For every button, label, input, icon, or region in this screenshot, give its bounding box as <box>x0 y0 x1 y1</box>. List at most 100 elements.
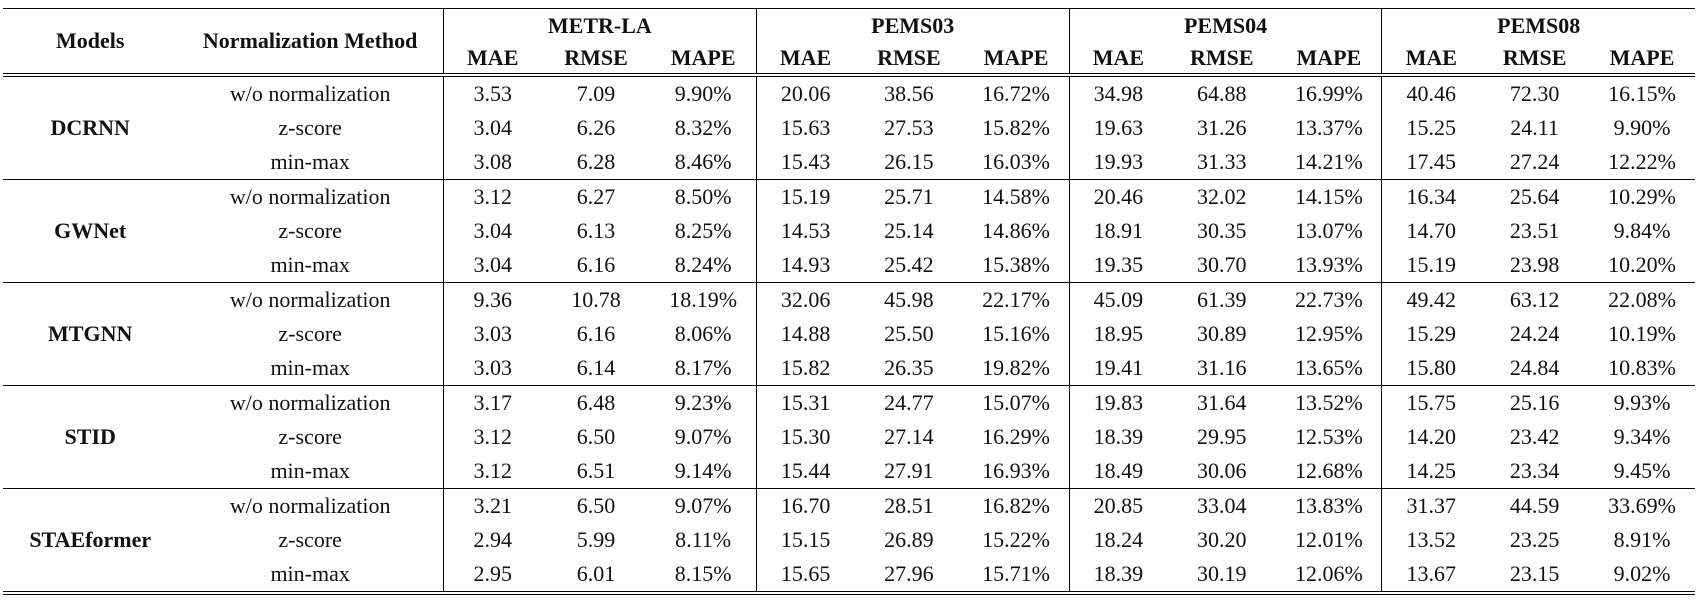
metric-value: 6.14 <box>576 355 616 380</box>
table-row: z-score 2.94 5.99 8.11% 15.15 26.89 15.22% 18.2… <box>3 523 1695 557</box>
metric-value: 15.65 <box>755 557 855 593</box>
metric-value: 26.35 <box>884 355 934 380</box>
table-row: min-max 3.03 6.14 8.17% 15.82 26.35 19.82% 19.4… <box>3 351 1695 386</box>
metric-value: 24.11 <box>1510 115 1559 140</box>
metric-value: 16.03% <box>982 149 1050 174</box>
metric-value: 31.64 <box>1167 385 1277 420</box>
table-row: STAEformer w/o normalization 3.21 6.50 9.07%… <box>3 488 1695 595</box>
metric-value: 8.11% <box>675 527 732 552</box>
table-row: STID w/o normalization 3.17 6.48 9.23% 15.31 2… <box>3 385 1695 489</box>
metric-value: 28.51 <box>854 488 964 523</box>
metric-value: 14.25 <box>1381 454 1481 489</box>
metric-value: 31.16 <box>1196 355 1247 380</box>
metric-value: 15.80 <box>1381 351 1481 386</box>
metric-value: 8.50% <box>650 179 757 214</box>
normalization-method: w/o normalization <box>177 488 444 523</box>
metric-value: 16.29% <box>982 424 1050 449</box>
model-name: STAEformer <box>3 488 178 595</box>
metric-value: 20.06 <box>755 75 855 111</box>
model-name: STID <box>3 385 178 489</box>
normalization-method: w/o normalization <box>229 81 391 106</box>
metric-value: 3.03 <box>442 351 542 386</box>
normalization-method: z-score <box>278 321 342 346</box>
metric-value: 15.07% <box>963 385 1070 420</box>
metric-value: 29.95 <box>1196 424 1247 449</box>
metric-value: 12.01% <box>1294 527 1363 552</box>
metric-value: 12.68% <box>1294 458 1363 483</box>
table-row: min-max 3.08 6.28 8.46% 15.43 26.15 16.03% 19.9… <box>3 145 1695 180</box>
metric-value: 12.06% <box>1294 561 1363 586</box>
dataset-header-metr-la: METR-LA <box>442 8 757 43</box>
metric-value: 15.82% <box>982 115 1050 140</box>
table-row: min-max 2.95 6.01 8.15% 15.65 27.96 15.71% 18.3… <box>3 557 1695 593</box>
metric-value: 15.19 <box>1381 248 1481 283</box>
metric-value: 3.53 <box>442 75 542 111</box>
metric-value: 23.42 <box>1509 424 1560 449</box>
metric-value: 15.22% <box>982 527 1050 552</box>
normalization-method: min-max <box>270 458 350 483</box>
metric-value: 18.39 <box>1068 420 1168 454</box>
metric-value: 3.17 <box>442 385 542 420</box>
header-row-metrics: MAE RMSE MAPE MAE RMSE MAPE MAE RMSE MAPE MAE RMSE… <box>3 43 1695 75</box>
metric-value: 16.93% <box>982 458 1050 483</box>
metric-value: 31.37 <box>1381 488 1481 523</box>
metric-value: 14.53 <box>755 214 855 248</box>
metric-value: 6.13 <box>576 218 616 243</box>
metric-header-mape: MAPE <box>1609 45 1675 70</box>
metric-header-mae: MAE <box>755 43 855 75</box>
metric-value: 15.44 <box>755 454 855 489</box>
metric-value: 9.02% <box>1613 561 1671 586</box>
metric-value: 15.31 <box>755 385 855 420</box>
metric-value: 12.22% <box>1608 149 1676 174</box>
metric-value: 18.95 <box>1068 317 1168 351</box>
metric-value: 3.21 <box>442 488 542 523</box>
metric-value: 64.88 <box>1196 81 1247 106</box>
metric-value: 12.53% <box>1294 424 1363 449</box>
metric-value: 15.71% <box>982 561 1050 586</box>
metric-value: 23.98 <box>1509 252 1560 277</box>
metric-value: 9.84% <box>1613 218 1671 243</box>
metric-value: 15.63 <box>755 111 855 145</box>
metric-value: 31.33 <box>1196 149 1247 174</box>
metric-value: 34.98 <box>1068 75 1168 111</box>
method-header: Normalization Method <box>177 8 444 77</box>
metric-value: 18.49 <box>1068 454 1168 489</box>
metric-value: 31.26 <box>1196 115 1247 140</box>
dataset-header-pems04: PEMS04 <box>1068 8 1382 43</box>
metric-value: 18.24 <box>1068 523 1168 557</box>
metric-value: 6.28 <box>576 149 616 174</box>
metric-value: 23.51 <box>1509 218 1560 243</box>
table-row: z-score 3.12 6.50 9.07% 15.30 27.14 16.29% 18.3… <box>3 420 1695 454</box>
metric-value: 15.43 <box>755 145 855 180</box>
metric-value: 14.93 <box>755 248 855 283</box>
metric-value: 8.24% <box>674 252 732 277</box>
metric-value: 24.77 <box>854 385 964 420</box>
metric-value: 19.63 <box>1068 111 1168 145</box>
metric-value: 30.06 <box>1196 458 1247 483</box>
normalization-method: min-max <box>270 561 350 586</box>
metric-value: 15.29 <box>1381 317 1481 351</box>
metric-value: 23.25 <box>1509 527 1560 552</box>
table-row: min-max 3.12 6.51 9.14% 15.44 27.91 16.93% 18.4… <box>3 454 1695 489</box>
metric-value: 14.15% <box>1276 179 1382 214</box>
metric-value: 25.71 <box>854 179 964 214</box>
metric-value: 14.58% <box>963 179 1070 214</box>
metric-value: 10.20% <box>1608 252 1676 277</box>
results-table: Models Normalization Method METR-LA PEMS… <box>3 8 1695 595</box>
metric-header-mape: MAPE <box>983 45 1049 70</box>
table-row: z-score 3.04 6.26 8.32% 15.63 27.53 15.82% 19.6… <box>3 111 1695 145</box>
metric-value: 14.88 <box>755 317 855 351</box>
metric-value: 72.30 <box>1509 81 1560 106</box>
metric-value: 8.17% <box>674 355 732 380</box>
metric-value: 3.12 <box>442 420 542 454</box>
table-row: z-score 3.03 6.16 8.06% 14.88 25.50 15.16% 18.9… <box>3 317 1695 351</box>
table-row: MTGNN w/o normalization 9.36 10.78 18.19% 32.… <box>3 282 1695 386</box>
metric-value: 27.91 <box>884 458 934 483</box>
metric-value: 38.56 <box>884 81 934 106</box>
metric-value: 30.89 <box>1196 321 1247 346</box>
metric-value: 9.07% <box>650 488 757 523</box>
metric-value: 19.82% <box>982 355 1050 380</box>
metric-value: 27.53 <box>884 115 934 140</box>
metric-value: 2.94 <box>442 523 542 557</box>
metric-value: 10.83% <box>1608 355 1676 380</box>
